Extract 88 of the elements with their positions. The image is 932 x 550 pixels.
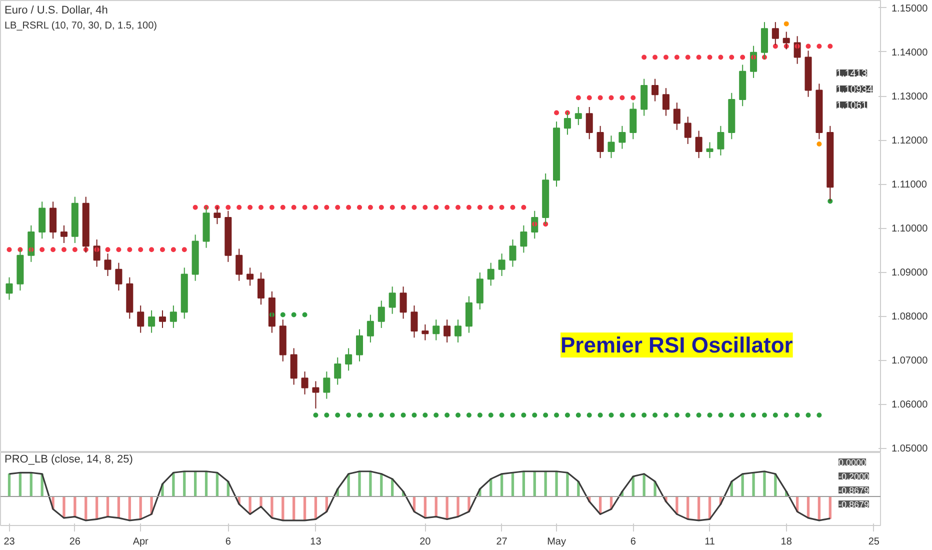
point bbox=[346, 412, 352, 418]
annotation: 1.1061 bbox=[836, 100, 868, 112]
annotation: Premier RSI Oscillator bbox=[560, 332, 794, 358]
x-tick-label: 25 bbox=[868, 536, 880, 548]
point bbox=[576, 412, 581, 418]
y-tick-label: 1.13000 bbox=[892, 92, 928, 103]
point bbox=[466, 412, 472, 418]
point bbox=[816, 141, 822, 146]
point bbox=[488, 412, 494, 418]
point bbox=[390, 412, 395, 418]
point bbox=[630, 412, 636, 418]
point bbox=[564, 412, 570, 418]
point bbox=[499, 412, 504, 418]
y-tick-label: 1.05000 bbox=[892, 444, 928, 455]
point bbox=[772, 412, 778, 418]
annotation: 1.10934 bbox=[836, 84, 874, 96]
y-tick-label: 1.15000 bbox=[892, 3, 928, 14]
point bbox=[751, 412, 756, 418]
point bbox=[456, 412, 461, 418]
annotation: -0.2000 bbox=[838, 472, 870, 482]
y-tick-label: 1.12000 bbox=[892, 136, 928, 147]
point bbox=[368, 412, 373, 418]
point bbox=[521, 412, 526, 418]
text: LB_RSRL (10, 70, 30, D, 1.5, 100) bbox=[4, 20, 157, 32]
point bbox=[696, 412, 702, 418]
point bbox=[794, 412, 800, 418]
x-tick-label: 11 bbox=[704, 536, 716, 548]
candlestick bbox=[608, 135, 615, 159]
annotation: -0.8679 bbox=[838, 500, 870, 510]
x-tick-label: 20 bbox=[420, 536, 432, 548]
annotation: 1.1413 bbox=[836, 68, 868, 80]
x-tick-label: 13 bbox=[310, 536, 322, 548]
point bbox=[586, 412, 592, 418]
point bbox=[324, 412, 330, 418]
point bbox=[740, 412, 746, 418]
point bbox=[608, 412, 614, 418]
point bbox=[642, 412, 647, 418]
y-tick-label: 1.07000 bbox=[892, 356, 928, 367]
point bbox=[378, 412, 384, 418]
x-tick-label: Apr bbox=[132, 536, 150, 548]
point bbox=[674, 412, 680, 418]
point bbox=[685, 412, 690, 418]
y-tick-label: 1.08000 bbox=[892, 312, 928, 323]
point bbox=[313, 412, 318, 418]
x-tick-label: 27 bbox=[496, 536, 508, 548]
point bbox=[477, 412, 482, 418]
y-tick-label: 1.14000 bbox=[892, 47, 928, 58]
point bbox=[554, 412, 560, 418]
point bbox=[412, 412, 417, 418]
point bbox=[532, 412, 538, 418]
point bbox=[707, 412, 712, 418]
point bbox=[335, 412, 340, 418]
x-tick-label: 18 bbox=[780, 536, 792, 548]
point bbox=[784, 21, 789, 26]
point bbox=[422, 412, 428, 418]
chart-title: Euro / U.S. Dollar, 4h bbox=[4, 4, 108, 16]
point bbox=[729, 412, 734, 418]
y-tick-label: 1.11000 bbox=[892, 180, 928, 191]
point bbox=[302, 312, 308, 318]
point bbox=[806, 412, 811, 418]
point bbox=[280, 312, 286, 318]
point bbox=[291, 312, 296, 318]
x-tick-label: 26 bbox=[69, 536, 81, 548]
point bbox=[620, 412, 625, 418]
chart-title: PRO_LB (close, 14, 8, 25) bbox=[4, 454, 133, 466]
candlestick bbox=[6, 276, 13, 300]
point bbox=[663, 412, 668, 418]
point bbox=[652, 412, 658, 418]
x-tick-label: 23 bbox=[4, 536, 16, 548]
y-tick-label: 1.06000 bbox=[892, 400, 928, 411]
x-tick-label: 6 bbox=[225, 536, 232, 548]
point bbox=[816, 412, 822, 418]
point bbox=[784, 412, 789, 418]
point bbox=[510, 412, 516, 418]
y-tick-label: 1.09000 bbox=[892, 268, 928, 279]
point bbox=[444, 412, 450, 418]
y-tick-label: 1.10000 bbox=[892, 224, 928, 235]
point bbox=[434, 412, 439, 418]
annotation: -0.8679 bbox=[838, 486, 870, 496]
point bbox=[357, 412, 362, 418]
x-tick-label: May bbox=[547, 536, 566, 548]
x-tick-label: 6 bbox=[630, 536, 636, 548]
text: 0.0000 bbox=[838, 458, 866, 468]
point bbox=[718, 412, 724, 418]
point bbox=[762, 412, 767, 418]
point bbox=[400, 412, 406, 418]
point bbox=[543, 412, 548, 418]
point bbox=[598, 412, 603, 418]
